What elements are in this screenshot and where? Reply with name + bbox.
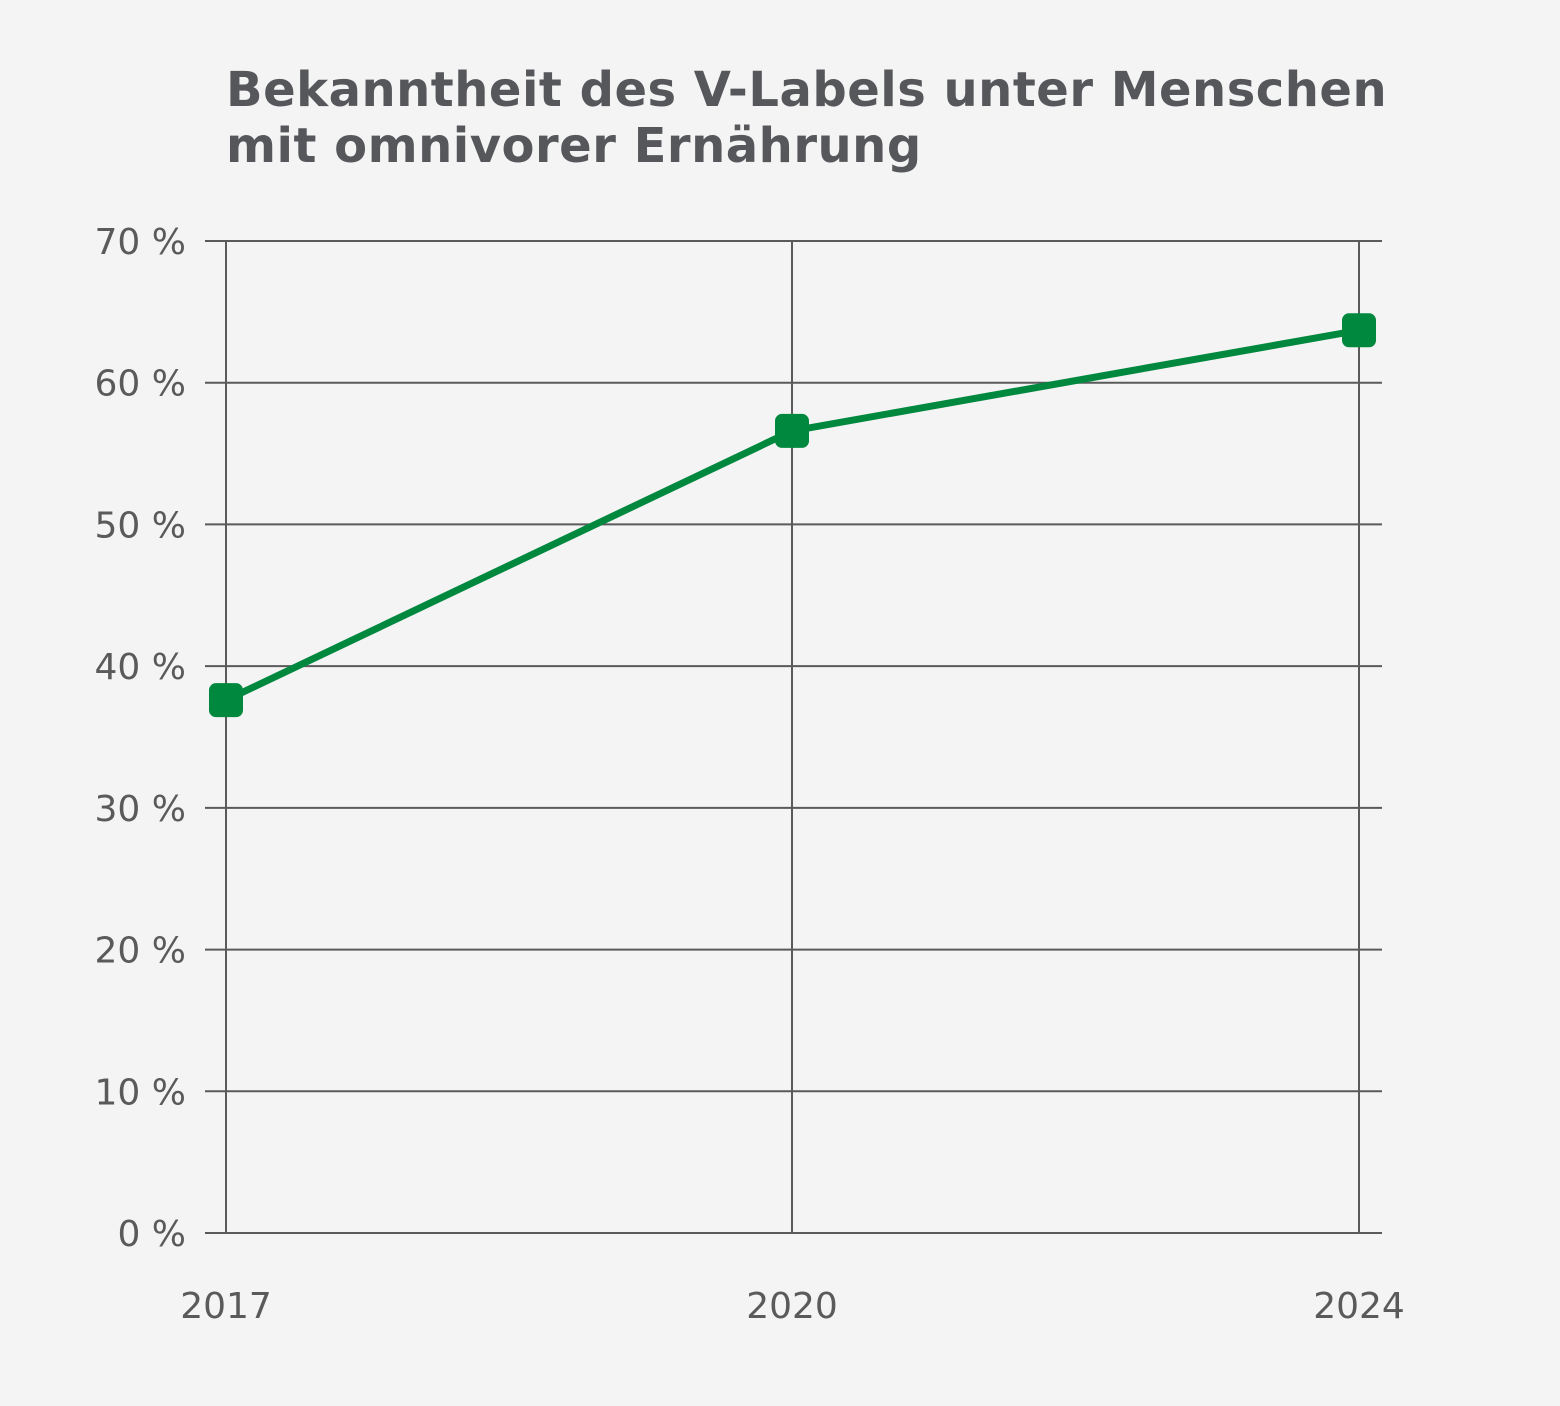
y-tick-label: 40 % — [95, 647, 186, 688]
x-tick-label: 2017 — [180, 1286, 272, 1327]
chart-title-line-1: Bekanntheit des V-Labels unter Menschen — [226, 62, 1388, 118]
y-tick-label: 70 % — [95, 222, 186, 263]
chart-title-line-2: mit omnivorer Ernährung — [226, 118, 922, 174]
y-tick-label: 50 % — [95, 505, 186, 546]
data-point-marker — [775, 413, 809, 448]
y-tick-label: 10 % — [95, 1072, 186, 1113]
y-tick-label: 60 % — [95, 364, 186, 405]
y-tick-label: 30 % — [95, 789, 186, 830]
y-tick-label: 0 % — [117, 1214, 186, 1255]
x-tick-label: 2024 — [1313, 1286, 1405, 1327]
data-point-marker — [209, 683, 243, 718]
x-tick-label: 2020 — [746, 1286, 838, 1327]
chart-title: Bekanntheit des V-Labels unter Menschen … — [226, 62, 1387, 174]
data-point-marker — [1342, 313, 1376, 348]
y-tick-label: 20 % — [95, 931, 186, 972]
